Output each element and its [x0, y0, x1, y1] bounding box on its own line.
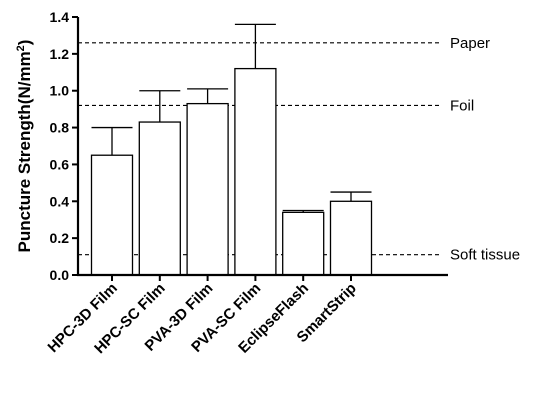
reference-label-1: Foil: [450, 97, 474, 114]
bar-4: [282, 211, 325, 276]
bar-1: [138, 121, 181, 276]
y-tick-label-6: 1.2: [50, 46, 70, 62]
reference-lines: Paper Foil Soft tissue: [78, 35, 520, 264]
y-tick-label-3: 0.6: [50, 156, 70, 172]
y-tick-label-7: 1.4: [50, 9, 70, 25]
y-tick-label-1: 0.2: [50, 230, 70, 246]
y-ticks: 0.0 0.2 0.4 0.6 0.8 1.0 1.2 1.4: [50, 9, 78, 283]
y-axis-title: Puncture Strength(N/mm2): [15, 40, 34, 253]
axes: [76, 17, 448, 277]
bar-5: [329, 200, 373, 276]
bar-3: [234, 67, 277, 276]
bars: [90, 23, 373, 276]
reference-label-2: Soft tissue: [450, 247, 520, 264]
y-tick-label-2: 0.4: [50, 193, 70, 209]
y-tick-label-5: 1.0: [50, 83, 70, 99]
bar-2: [186, 102, 229, 276]
y-tick-label-4: 0.8: [50, 120, 70, 136]
y-axis-label: Puncture Strength(N/mm2): [15, 40, 34, 253]
reference-label-0: Paper: [450, 35, 490, 52]
y-tick-label-0: 0.0: [50, 267, 70, 283]
bar-0: [90, 154, 134, 276]
